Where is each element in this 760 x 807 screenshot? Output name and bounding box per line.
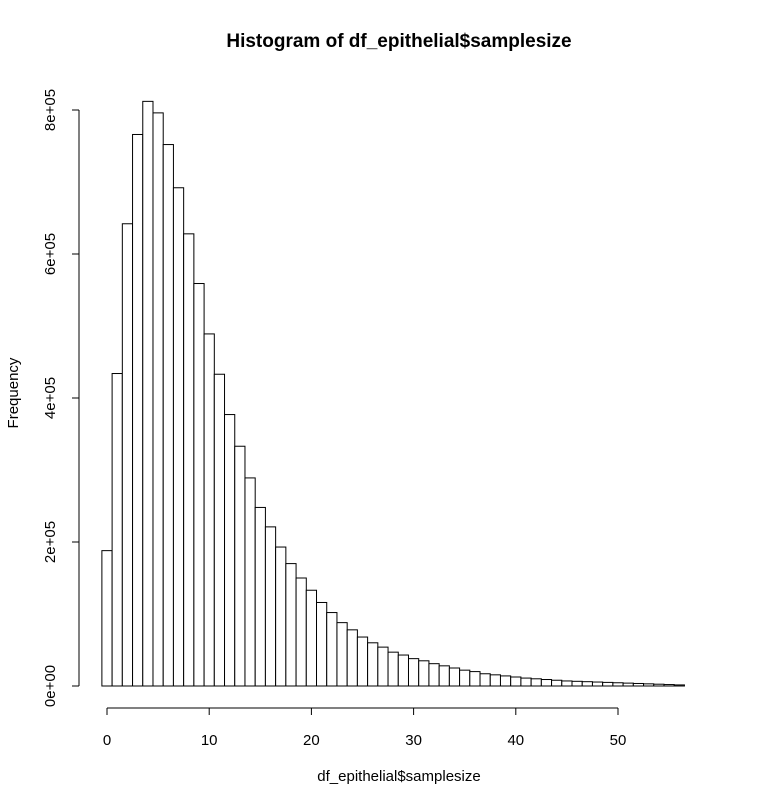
- histogram-bar: [388, 652, 398, 686]
- histogram-bar: [419, 661, 429, 686]
- histogram-bar: [225, 415, 235, 686]
- y-axis: 0e+00 2e+05 4e+05 6e+05 8e+05: [42, 89, 79, 707]
- x-tick-label: 0: [103, 732, 111, 749]
- histogram-bar: [265, 527, 275, 686]
- histogram-bar: [133, 134, 143, 686]
- x-tick-label: 50: [610, 732, 627, 749]
- y-tick-label: 8e+05: [42, 89, 59, 131]
- histogram-bar: [184, 234, 194, 686]
- histogram-bar: [296, 578, 306, 686]
- histogram-bar: [592, 682, 602, 686]
- histogram-bar: [306, 590, 316, 686]
- histogram-bar: [102, 551, 112, 686]
- histogram-bar: [511, 677, 521, 686]
- x-axis-label: df_epithelial$samplesize: [317, 768, 480, 785]
- bars-group: [102, 101, 685, 686]
- histogram-bar: [378, 647, 388, 686]
- histogram-bar: [194, 284, 204, 686]
- histogram-bar: [408, 659, 418, 686]
- histogram-bar: [541, 680, 551, 686]
- histogram-bar: [276, 547, 286, 686]
- histogram-bar: [337, 623, 347, 686]
- histogram-bar: [439, 666, 449, 686]
- histogram-bar: [449, 668, 459, 686]
- histogram-bar: [674, 685, 684, 686]
- histogram-bar: [235, 446, 245, 686]
- histogram-bar: [112, 374, 122, 686]
- histogram-bar: [633, 683, 643, 686]
- histogram-bar: [429, 664, 439, 686]
- histogram-bar: [245, 478, 255, 686]
- x-tick-label: 30: [405, 732, 422, 749]
- x-axis: 0 10 20 30 40 50: [103, 708, 627, 749]
- histogram-bar: [644, 684, 654, 686]
- histogram-bar: [480, 674, 490, 686]
- y-tick-label: 0e+00: [42, 665, 59, 707]
- histogram-bar: [490, 675, 500, 686]
- histogram-bar: [368, 643, 378, 686]
- histogram-bar: [521, 678, 531, 686]
- y-axis-label: Frequency: [5, 357, 22, 428]
- histogram-bar: [603, 682, 613, 686]
- histogram-bar: [500, 676, 510, 686]
- histogram-bar: [255, 507, 265, 686]
- histogram-bar: [531, 679, 541, 686]
- histogram-bar: [460, 670, 470, 686]
- histogram-bar: [664, 685, 674, 686]
- histogram-bar: [357, 637, 367, 686]
- histogram-bar: [143, 101, 153, 686]
- histogram-bar: [654, 684, 664, 686]
- histogram-bar: [623, 683, 633, 686]
- histogram-bar: [572, 681, 582, 686]
- histogram-bar: [173, 188, 183, 686]
- y-tick-label: 6e+05: [42, 233, 59, 275]
- histogram-bar: [347, 630, 357, 686]
- histogram-bar: [582, 682, 592, 686]
- y-tick-label: 2e+05: [42, 521, 59, 563]
- histogram-bar: [204, 334, 214, 686]
- y-tick-label: 4e+05: [42, 377, 59, 419]
- histogram-bar: [286, 564, 296, 686]
- histogram-bar: [470, 672, 480, 686]
- chart-title: Histogram of df_epithelial$samplesize: [226, 31, 571, 52]
- histogram-bar: [398, 655, 408, 686]
- histogram-bar: [214, 374, 224, 686]
- x-tick-label: 20: [303, 732, 320, 749]
- histogram-bar: [552, 680, 562, 686]
- x-tick-label: 40: [507, 732, 524, 749]
- histogram-bar: [613, 683, 623, 686]
- histogram-bar: [153, 113, 163, 686]
- x-tick-label: 10: [201, 732, 218, 749]
- histogram-bar: [317, 602, 327, 686]
- histogram-bar: [562, 681, 572, 686]
- histogram-bar: [122, 224, 132, 686]
- histogram-bar: [327, 613, 337, 686]
- histogram-bar: [163, 145, 173, 686]
